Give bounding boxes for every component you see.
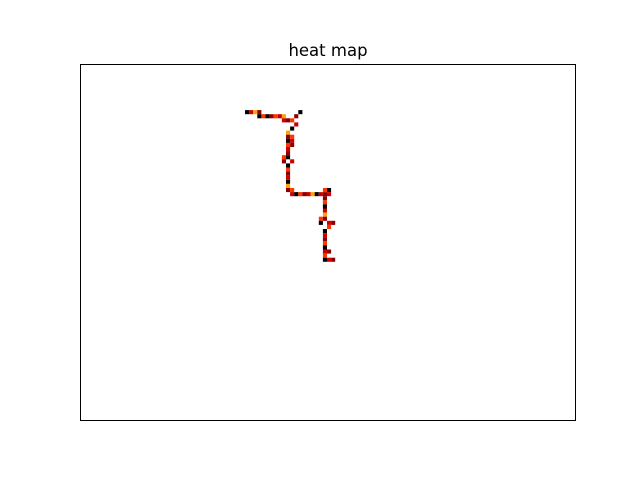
heatmap-cell [257, 110, 262, 115]
heatmap-cell [286, 188, 291, 193]
heatmap-cell [290, 142, 295, 147]
heatmap-cell [322, 208, 327, 213]
heatmap-cell [286, 118, 291, 123]
heatmap-cell [286, 151, 291, 156]
heatmap-cell [257, 114, 262, 119]
heatmap-cell [294, 192, 299, 197]
heatmap-cell [286, 130, 291, 135]
heatmap-cell [290, 126, 295, 131]
heatmap-cell [298, 192, 303, 197]
heatmap-cell [327, 192, 332, 197]
heatmap-cell [322, 237, 327, 242]
heatmap-cell [322, 192, 327, 197]
heatmap-cell [286, 155, 291, 160]
heatmap-cell [298, 110, 303, 115]
heatmap-cell [331, 257, 336, 262]
heatmap-cell [286, 171, 291, 176]
heatmap-cells [245, 110, 336, 262]
heatmap-cell [306, 192, 311, 197]
heatmap-cell [286, 134, 291, 139]
heatmap-cell [253, 110, 258, 115]
heatmap-cell [331, 220, 336, 225]
heatmap-cell [327, 188, 332, 193]
plot-area [80, 64, 576, 421]
heatmap-cell [294, 122, 299, 127]
heatmap-cell [327, 220, 332, 225]
heatmap-cell [290, 188, 295, 193]
heatmap-cell [310, 192, 315, 197]
heatmap-cell [322, 216, 327, 221]
heatmap-cell [281, 114, 286, 119]
heatmap-cell [290, 192, 295, 197]
heatmap-cell [290, 159, 295, 164]
heatmap-cell [318, 220, 323, 225]
heatmap-cell [249, 110, 254, 115]
heatmap-cell [269, 114, 274, 119]
heatmap-cell [286, 138, 291, 143]
heatmap-cell [261, 114, 266, 119]
heatmap-cell [327, 224, 332, 229]
heatmap-cell [322, 245, 327, 250]
heatmap-cell [322, 233, 327, 238]
heatmap-cell [290, 138, 295, 143]
heatmap-cell [286, 183, 291, 188]
heatmap-cell [322, 229, 327, 234]
heatmap-cell [322, 196, 327, 201]
heatmap-cell [327, 249, 332, 254]
heatmap-cell [322, 249, 327, 254]
heatmap-cell [322, 188, 327, 193]
heatmap-cell [322, 253, 327, 258]
heatmap-cell [322, 241, 327, 246]
heatmap-cell [322, 212, 327, 217]
heatmap-cell [286, 147, 291, 152]
heatmap-cell [277, 114, 282, 119]
heatmap-cell [318, 216, 323, 221]
heatmap-cell [290, 118, 295, 123]
heatmap-cell [273, 114, 278, 119]
chart-title: heat map [288, 41, 367, 60]
heatmap-cell [294, 114, 299, 119]
heatmap-cell [327, 257, 332, 262]
heatmap-cell [281, 118, 286, 123]
heatmap-cell [245, 110, 250, 115]
heatmap-cell [302, 192, 307, 197]
heatmap-cell [290, 134, 295, 139]
heatmap-cell [286, 163, 291, 168]
heatmap-cell [286, 167, 291, 172]
heatmap-cell [286, 175, 291, 180]
heatmap-cell [281, 155, 286, 160]
heatmap-cell [286, 142, 291, 147]
heatmap-cell [322, 200, 327, 205]
heatmap-cell [265, 114, 270, 119]
heatmap-cell [281, 159, 286, 164]
heatmap-cell [314, 192, 319, 197]
heatmap-cell [322, 257, 327, 262]
heatmap-cell [322, 204, 327, 209]
heatmap-cell [286, 179, 291, 184]
heatmap-cell [318, 192, 323, 197]
